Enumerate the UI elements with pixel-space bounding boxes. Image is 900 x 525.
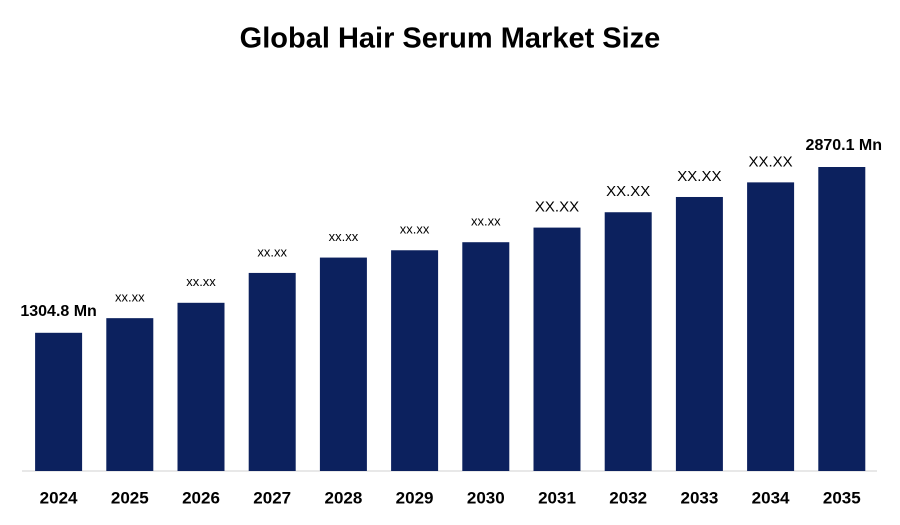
x-tick-label: 2024 [40,488,78,507]
x-tick-label: 2027 [253,488,291,507]
data-label: xx.xx [257,244,287,259]
data-label: 1304.8 Mn [20,303,96,320]
data-label: XX.XX [606,183,650,200]
data-label: xx.xx [115,290,145,305]
data-label: xx.xx [186,274,216,289]
bar [462,242,510,471]
chart-title: Global Hair Serum Market Size [240,23,661,55]
bar [248,272,296,471]
bar [747,182,795,471]
x-tick-label: 2030 [467,488,505,507]
data-label: xx.xx [400,222,430,237]
bar [533,227,581,471]
x-tick-label: 2031 [538,488,576,507]
data-label: xx.xx [471,214,501,229]
bar [818,167,866,471]
x-tick-label: 2025 [111,488,149,507]
x-tick-label: 2034 [752,488,790,507]
x-tick-label: 2029 [396,488,434,507]
data-label: XX.XX [749,153,793,170]
bar [106,318,154,471]
bar [35,332,83,471]
bar [319,257,367,471]
bar [177,302,225,471]
x-tick-label: 2033 [680,488,718,507]
data-label: XX.XX [535,199,579,216]
bar [604,212,652,471]
bar [675,196,723,472]
bar [391,250,439,471]
data-label: 2870.1 Mn [806,137,882,154]
x-tick-label: 2032 [609,488,647,507]
x-tick-label: 2035 [823,488,861,507]
x-tick-label: 2026 [182,488,220,507]
data-label: xx.xx [329,229,359,244]
data-label: XX.XX [677,168,721,185]
x-tick-label: 2028 [324,488,362,507]
